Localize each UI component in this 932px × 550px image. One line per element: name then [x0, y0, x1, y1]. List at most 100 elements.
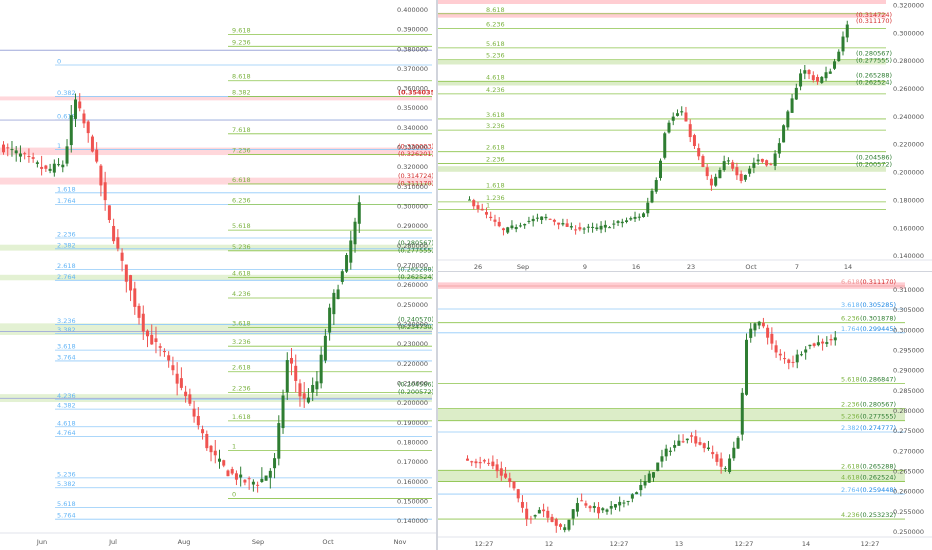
top-right-candle — [501, 228, 505, 231]
y-tick-label: 0.350000 — [397, 104, 428, 112]
left-candle — [86, 121, 90, 134]
fib-zone — [0, 244, 432, 251]
top-right-candle — [760, 158, 764, 162]
left-candle — [302, 393, 306, 399]
fib-price-label: (0.280567) — [856, 50, 892, 58]
top-right-candle — [510, 225, 514, 229]
fib-zone — [438, 81, 886, 86]
fib-price-label: (0.311170) — [398, 179, 434, 187]
fib-label: 0 — [232, 491, 236, 499]
fib-price-label: (0.274777) — [860, 424, 896, 432]
left-candle — [264, 475, 268, 481]
top-right-candle — [506, 227, 510, 233]
fib-label: 1.236 — [486, 194, 505, 202]
y-tick-label: 0.200000 — [397, 399, 428, 407]
fib-zone — [438, 282, 905, 289]
y-tick-label: 0.260000 — [397, 281, 428, 289]
fib-label: 1.618 — [232, 413, 251, 421]
x-tick-label: 12:27 — [610, 540, 629, 548]
left-candle — [103, 182, 107, 201]
panel-divider — [438, 271, 932, 272]
fib-label: 3.618 — [841, 301, 860, 309]
fib-label: 4.618 — [486, 73, 505, 81]
fib-zone — [0, 177, 432, 185]
bottom-right-candle — [778, 353, 782, 356]
bottom-right-candle — [504, 473, 508, 478]
bottom-right-candle — [609, 505, 613, 509]
bottom-right-candle — [723, 468, 727, 470]
left-candle — [340, 271, 344, 282]
bottom-right-candle — [833, 337, 837, 341]
top-right-candle — [616, 221, 620, 223]
fib-label: 4.236 — [232, 290, 251, 298]
bottom-right-candle — [702, 443, 706, 449]
bottom-right-candle — [694, 436, 698, 444]
left-candle — [251, 481, 255, 485]
top-right-grid: 8.618 6.236 5.618 5.236 (0.280567)(0.277555)… — [438, 0, 892, 210]
fib-label: 5.236 — [841, 413, 860, 421]
top-right-candle — [540, 216, 544, 220]
left-candle — [162, 351, 166, 353]
left-candle — [196, 416, 200, 426]
x-tick-label: 12:27 — [861, 540, 880, 548]
bottom-right-candle — [706, 447, 710, 450]
fib-label-left: 2.236 — [57, 231, 76, 239]
fib-price-label: (0.299445) — [860, 325, 896, 333]
fib-label-left: 5.764 — [57, 512, 76, 520]
left-candle — [290, 357, 293, 364]
fib-label: 5.236 — [232, 243, 251, 251]
x-tick-label: 26 — [474, 263, 482, 271]
top-right-candle — [799, 73, 803, 87]
top-right-candle — [811, 75, 815, 81]
fib-label-left: 5.382 — [57, 480, 76, 488]
bottom-right-candle — [575, 503, 579, 512]
top-right-chart-panel[interactable]: 8.618 6.236 5.618 5.236 (0.280567) (0.277555)… — [438, 0, 932, 272]
left-candle — [273, 458, 277, 469]
top-right-candle — [684, 112, 688, 122]
right-divider — [436, 0, 932, 550]
bottom-right-chart-panel[interactable]: 6.618 (0.311170) 3.618 (0.305285) 6.236 (0.30… — [438, 272, 932, 550]
left-candle — [192, 408, 196, 417]
top-right-candle — [493, 219, 497, 222]
y-tick-label: 0.270000 — [893, 447, 924, 455]
fib-label-left: 0.618 — [57, 113, 76, 121]
left-candle — [10, 149, 14, 151]
left-candle — [146, 330, 149, 337]
top-right-candle — [574, 229, 578, 231]
bottom-right-candle — [592, 506, 596, 508]
top-right-candles — [468, 20, 849, 236]
bottom-right-candle — [626, 500, 630, 502]
bottom-right-candle — [829, 338, 833, 341]
fib-price-label: (0.326201) — [398, 150, 434, 158]
left-candle — [35, 162, 39, 164]
fib-label-left: 3.236 — [57, 317, 76, 325]
y-tick-label: 0.180000 — [397, 439, 428, 447]
left-candle — [124, 264, 128, 282]
bottom-right-candle — [740, 392, 744, 435]
top-right-candle — [773, 153, 777, 166]
top-right-candle — [735, 167, 739, 176]
left-candle — [14, 150, 18, 154]
top-right-candle — [701, 156, 705, 167]
bottom-right-candle — [821, 341, 825, 344]
bottom-right-grid: 6.618 (0.311170) 3.618 (0.305285)6.236 (0.30… — [438, 278, 905, 520]
bottom-right-candle — [652, 472, 655, 478]
top-right-candle — [841, 36, 845, 52]
y-tick-label: 0.200000 — [893, 169, 924, 177]
left-candle — [141, 313, 145, 332]
bottom-right-candle — [605, 509, 609, 512]
bottom-right-candle — [499, 468, 503, 476]
bottom-right-candle — [656, 462, 660, 472]
fib-label: 1 — [232, 442, 236, 450]
bottom-right-candle — [529, 518, 533, 520]
fib-label: 2.382 — [841, 424, 860, 432]
fib-label: 1.764 — [841, 325, 860, 333]
top-right-candle — [561, 223, 565, 225]
left-chart-panel[interactable]: 0 0.382 0.618 1 1.618 1.764 2.236 2.382 2.618 2.7… — [0, 0, 436, 550]
top-right-candle — [790, 98, 794, 113]
fib-label: 6.236 — [486, 20, 505, 28]
y-tick-label: 0.250000 — [893, 528, 924, 536]
fib-label: 6.618 — [841, 278, 860, 286]
left-candle — [133, 288, 137, 307]
left-candle — [332, 292, 336, 315]
